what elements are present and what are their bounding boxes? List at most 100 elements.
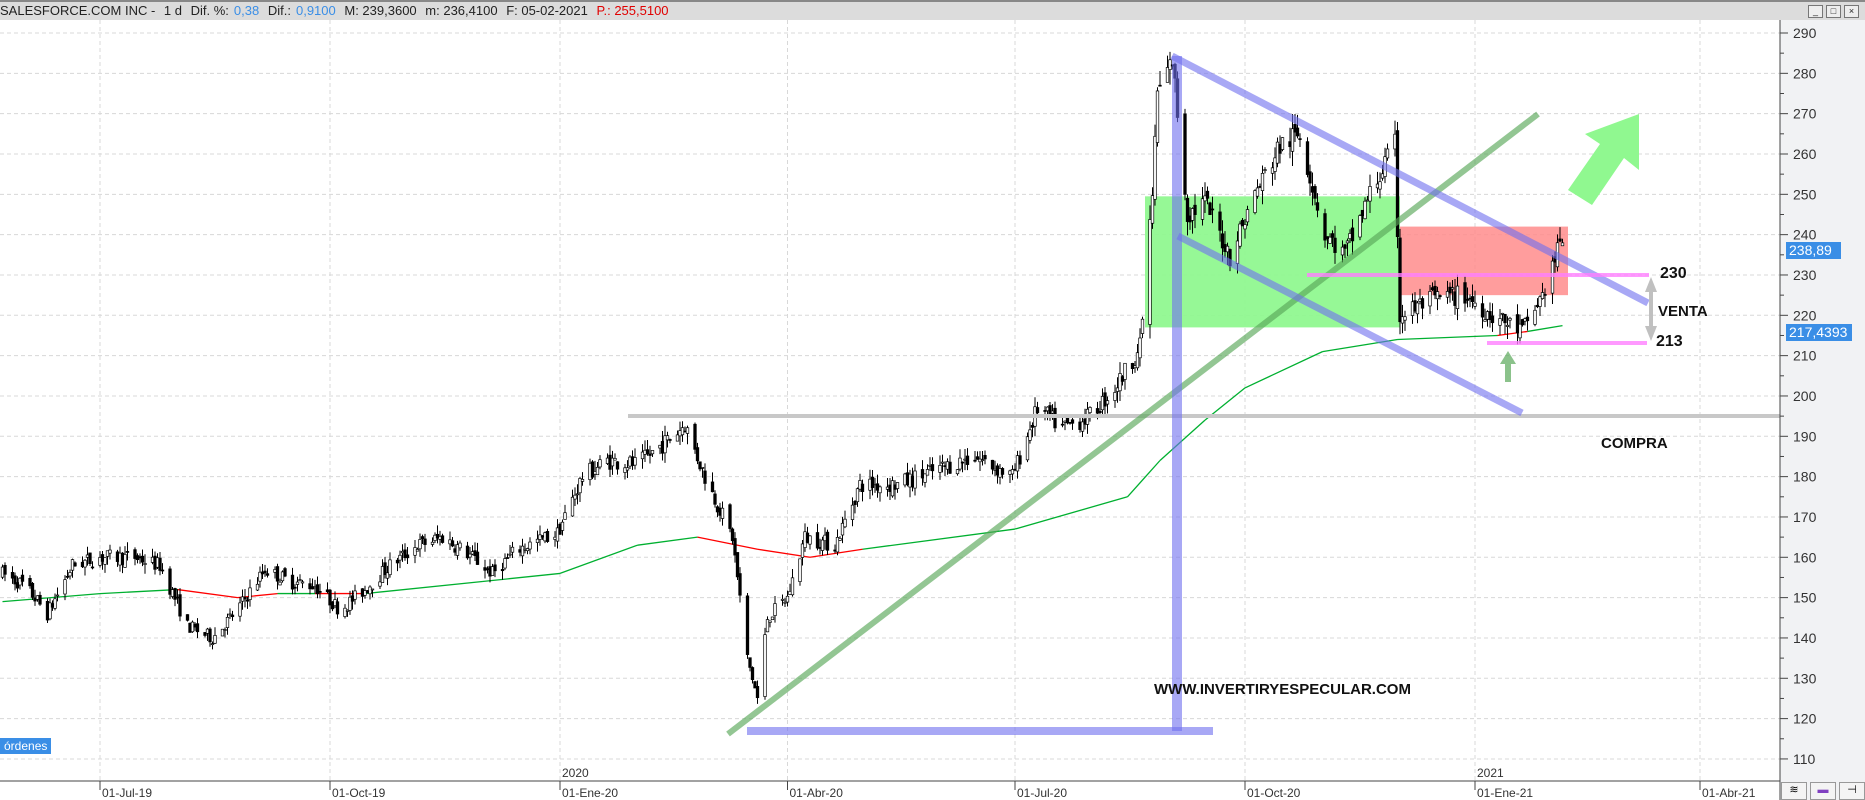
- candle-bearish: [1420, 298, 1425, 309]
- candle-bearish: [698, 461, 702, 470]
- candle-bearish: [853, 500, 857, 505]
- candle-bullish: [278, 581, 282, 586]
- candle-bearish: [1503, 313, 1507, 324]
- candle-bullish: [388, 559, 392, 576]
- candle-bearish: [440, 535, 445, 543]
- candle-bullish: [1118, 373, 1122, 392]
- year-label: 2021: [1477, 766, 1504, 780]
- maximize-button[interactable]: □: [1826, 5, 1841, 18]
- candle-bullish: [1148, 219, 1152, 325]
- y-tick-label: 130: [1793, 670, 1817, 686]
- candle-bullish: [368, 586, 372, 595]
- candle-bearish: [1558, 238, 1562, 242]
- candle-bullish: [700, 466, 705, 469]
- price-chart[interactable]: 110 120 130 140 150 160 170 180 190 200 210 220 230 2…: [0, 20, 1865, 800]
- candle-bullish: [1280, 137, 1285, 150]
- moving-average-segment: [1497, 330, 1528, 337]
- candle-bullish: [1415, 302, 1420, 315]
- candle-bearish: [1490, 315, 1495, 324]
- candle-bearish: [245, 599, 250, 602]
- candle-bearish: [1218, 211, 1222, 231]
- x-tick-label: 01-Jul-19: [102, 786, 152, 800]
- y-tick-label: 200: [1793, 388, 1817, 404]
- candle-bullish: [398, 554, 402, 561]
- candle-bearish: [65, 575, 70, 578]
- candle-bullish: [840, 522, 845, 536]
- candle-bullish: [108, 549, 112, 554]
- candle-bearish: [1488, 311, 1492, 321]
- compra-label: COMPRA: [1601, 435, 1668, 452]
- candle-bearish: [750, 667, 755, 681]
- candle-bullish: [430, 541, 435, 545]
- candle-bearish: [730, 528, 735, 542]
- candle-bullish: [1200, 198, 1205, 220]
- close-button[interactable]: ×: [1844, 5, 1859, 18]
- candle-bullish: [53, 598, 57, 609]
- wave-icon[interactable]: ≋: [1781, 782, 1807, 800]
- candle-bearish: [160, 569, 165, 572]
- ordenes-button[interactable]: órdenes: [0, 738, 52, 754]
- candle-bullish: [508, 553, 512, 556]
- candle-bullish: [1328, 236, 1332, 244]
- symbol-name: SALESFORCE.COM INC -: [0, 3, 156, 18]
- candle-bullish: [1263, 169, 1267, 171]
- moving-average-segment: [559, 544, 638, 575]
- candle-bullish: [83, 559, 87, 568]
- save-icon[interactable]: ▬: [1810, 782, 1836, 800]
- venta-label: VENTA: [1658, 303, 1708, 320]
- candle-bullish: [520, 545, 525, 557]
- moving-average-segment: [697, 536, 758, 550]
- candle-bullish: [570, 496, 575, 517]
- candle-bearish: [10, 572, 15, 579]
- candle-bearish: [275, 566, 280, 582]
- candle-bullish: [1428, 291, 1432, 307]
- candle-bullish: [510, 546, 515, 553]
- candle-bullish: [610, 457, 615, 467]
- candle-bullish: [1255, 187, 1260, 197]
- candle-bearish: [88, 552, 92, 565]
- candle-bullish: [468, 553, 472, 558]
- candle-bullish: [768, 620, 772, 623]
- candle-bearish: [1018, 455, 1022, 465]
- dif-pct-label: Dif. %:: [190, 3, 229, 18]
- candle-bullish: [598, 459, 602, 468]
- candle-bearish: [203, 632, 207, 636]
- ma-value-badge: [1786, 324, 1852, 341]
- minimize-button[interactable]: _: [1808, 5, 1823, 18]
- candle-bearish: [405, 554, 410, 559]
- candle-bullish: [455, 544, 460, 556]
- period: 1 d: [163, 3, 182, 18]
- y-tick-label: 190: [1793, 428, 1817, 444]
- triangle-upper-line: [1170, 52, 1650, 307]
- moving-average-segment: [1159, 419, 1206, 461]
- candle-bullish: [790, 577, 795, 596]
- candle-bearish: [615, 461, 620, 470]
- candle-bearish: [208, 628, 212, 643]
- candle-bearish: [738, 573, 742, 596]
- candle-bullish: [855, 488, 860, 503]
- candle-bearish: [20, 574, 25, 582]
- max-value: M: 239,3600: [344, 3, 417, 18]
- candle-bullish: [1290, 128, 1295, 152]
- candle-bullish: [650, 450, 655, 455]
- candle-bearish: [1103, 392, 1107, 407]
- candle-bearish: [1060, 423, 1065, 426]
- candle-bullish: [415, 549, 420, 552]
- moving-average-segment: [1014, 496, 1128, 530]
- dif-pct-value: 0,38: [233, 3, 260, 18]
- candle-bullish: [1135, 352, 1140, 369]
- candle-bearish: [1000, 468, 1005, 475]
- pin-icon[interactable]: ⊣: [1839, 782, 1865, 800]
- candle-bullish: [1560, 242, 1565, 247]
- candle-bearish: [505, 557, 510, 559]
- candle-bearish: [860, 483, 865, 492]
- candle-bullish: [378, 581, 382, 587]
- x-tick-label: 01-Ene-20: [562, 786, 618, 800]
- candle-bullish: [225, 616, 230, 628]
- y-tick-label: 260: [1793, 146, 1817, 162]
- candle-bullish: [913, 470, 917, 489]
- candle-bullish: [938, 465, 942, 473]
- candle-bullish: [300, 581, 305, 584]
- last-price-badge: [1786, 242, 1841, 259]
- moving-average-segment: [1244, 351, 1323, 389]
